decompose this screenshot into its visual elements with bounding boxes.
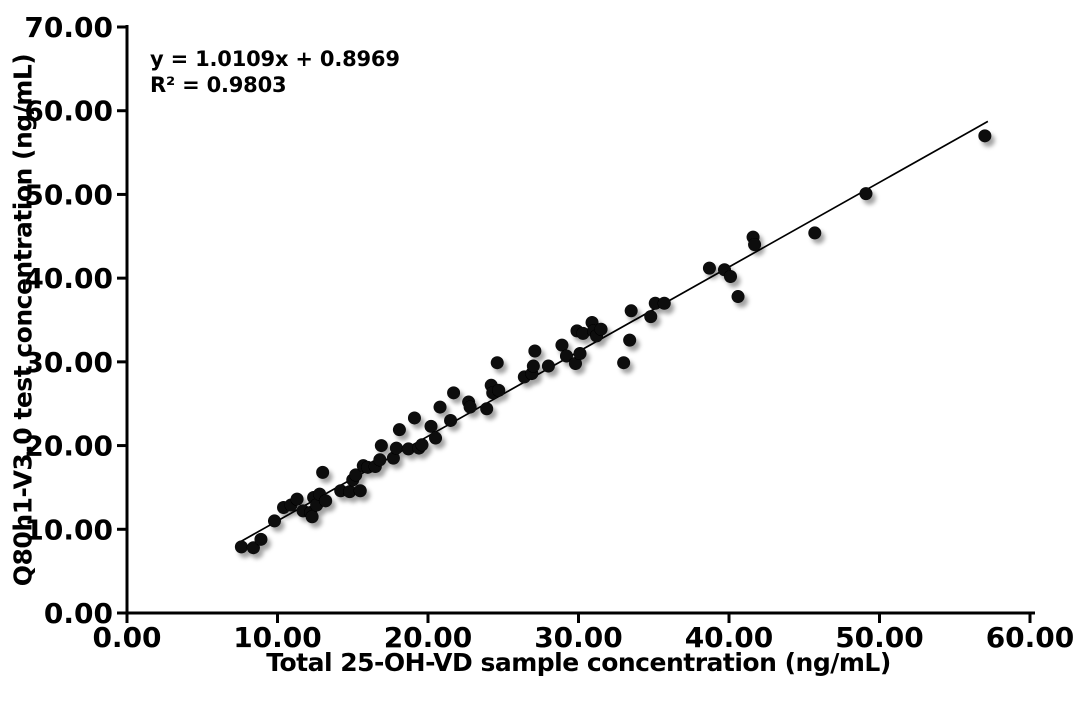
data-point xyxy=(353,484,367,498)
data-point xyxy=(463,400,477,414)
x-tick-label: 0.00 xyxy=(92,621,161,654)
data-point xyxy=(374,439,388,453)
data-point xyxy=(447,386,461,400)
data-point xyxy=(748,238,762,252)
data-point xyxy=(319,494,333,508)
y-tick-label: 20.00 xyxy=(24,430,113,463)
data-point xyxy=(305,510,319,524)
data-point xyxy=(429,431,443,445)
x-tick-label: 50.00 xyxy=(835,621,924,654)
data-point xyxy=(559,349,573,363)
y-tick-label: 70.00 xyxy=(24,11,113,44)
data-point xyxy=(424,419,438,433)
data-point xyxy=(316,465,330,479)
x-tick-label: 20.00 xyxy=(384,621,473,654)
data-point xyxy=(343,485,357,499)
data-point xyxy=(573,346,587,360)
data-point xyxy=(407,411,421,425)
data-point xyxy=(731,290,745,304)
data-point xyxy=(978,129,992,143)
data-point xyxy=(290,492,304,506)
regression-annotation: y = 1.0109x + 0.8969 R² = 0.9803 xyxy=(150,46,400,99)
y-tick-label: 40.00 xyxy=(24,262,113,295)
y-axis-title: Q80h1-V3.0 test concentration (ng/mL) xyxy=(8,53,38,587)
data-point xyxy=(859,187,873,201)
y-tick-label: 60.00 xyxy=(24,95,113,128)
y-tick-label: 50.00 xyxy=(24,178,113,211)
data-point xyxy=(702,261,716,275)
data-point xyxy=(234,540,248,554)
data-point xyxy=(526,359,540,373)
data-points-group xyxy=(234,129,992,555)
data-point xyxy=(808,226,822,240)
data-point xyxy=(528,344,542,358)
data-point xyxy=(624,304,638,318)
data-point xyxy=(415,438,429,452)
data-point xyxy=(555,338,569,352)
data-point xyxy=(267,514,281,528)
x-tick-label: 10.00 xyxy=(233,621,322,654)
data-point xyxy=(401,442,415,456)
data-point xyxy=(648,296,662,310)
data-point xyxy=(246,541,260,555)
data-point xyxy=(576,326,590,340)
data-point xyxy=(657,296,671,310)
y-tick-label: 10.00 xyxy=(24,513,113,546)
data-point xyxy=(433,400,447,414)
data-point xyxy=(386,451,400,465)
y-tick-label: 30.00 xyxy=(24,346,113,379)
data-point xyxy=(492,383,506,397)
data-point xyxy=(389,441,403,455)
data-point xyxy=(594,322,608,336)
data-point xyxy=(724,269,738,283)
data-point xyxy=(623,333,637,347)
r-squared-value: R² = 0.9803 xyxy=(150,73,287,98)
data-point xyxy=(480,402,494,416)
data-point xyxy=(541,359,555,373)
data-point xyxy=(373,453,387,467)
x-tick-label: 60.00 xyxy=(986,621,1075,654)
regression-equation: y = 1.0109x + 0.8969 xyxy=(150,47,400,71)
data-point xyxy=(392,423,406,437)
x-tick-label: 40.00 xyxy=(685,621,774,654)
x-axis-title: Total 25-OH-VD sample concentration (ng/… xyxy=(266,648,891,677)
data-point xyxy=(490,356,504,370)
y-tick-label: 0.00 xyxy=(44,597,113,630)
data-point xyxy=(254,532,268,546)
data-point xyxy=(644,310,658,324)
x-tick-label: 30.00 xyxy=(534,621,623,654)
data-point xyxy=(568,357,582,371)
data-point xyxy=(444,413,458,427)
data-point xyxy=(349,468,363,482)
data-point xyxy=(617,356,631,370)
